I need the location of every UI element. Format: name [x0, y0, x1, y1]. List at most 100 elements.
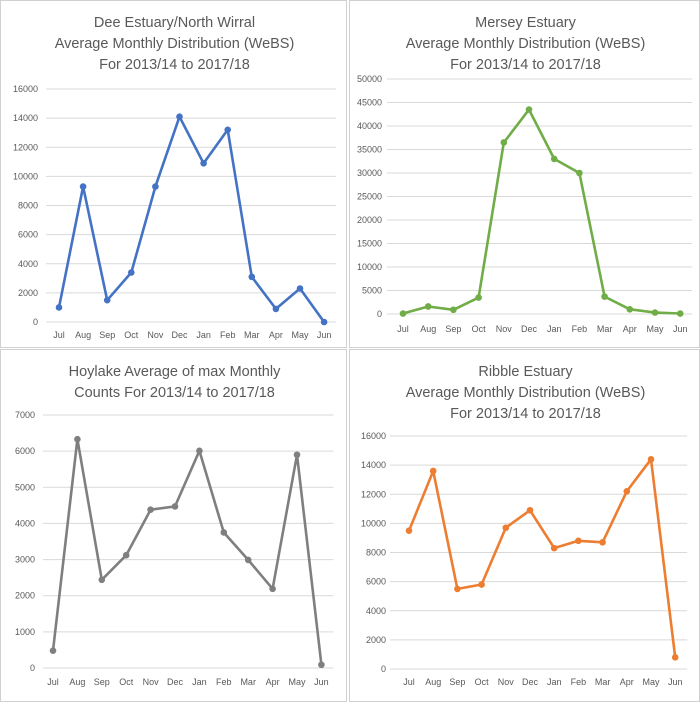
x-tick-label: Aug	[420, 324, 436, 334]
chart-panel-ribble-estuary: Ribble Estuary Average Monthly Distributi…	[349, 349, 700, 702]
x-tick-label: Jan	[192, 677, 207, 687]
data-point	[244, 556, 252, 564]
x-tick-label: Mar	[244, 330, 260, 340]
y-tick-label: 50000	[357, 74, 382, 84]
y-tick-label: 35000	[357, 145, 382, 155]
y-tick-label: 20000	[357, 215, 382, 225]
y-tick-label: 6000	[366, 577, 386, 587]
data-point	[676, 310, 684, 317]
data-point	[122, 551, 130, 559]
x-tick-label: Apr	[269, 330, 283, 340]
y-tick-label: 7000	[15, 410, 35, 420]
x-tick-label: Apr	[623, 324, 637, 334]
x-tick-label: Oct	[119, 677, 134, 687]
data-point	[623, 488, 631, 495]
chart-dee-estuary: Dee Estuary/North Wirral Average Monthly …	[13, 15, 337, 340]
data-point	[502, 524, 510, 532]
chart-title-line: Ribble Estuary	[478, 364, 573, 380]
x-tick-label: Jun	[314, 677, 329, 687]
x-tick-label: May	[642, 677, 660, 687]
data-point	[626, 306, 634, 313]
data-point	[269, 585, 276, 593]
data-point	[424, 303, 432, 310]
y-tick-label: 8000	[366, 548, 386, 558]
data-point	[500, 139, 508, 146]
x-tick-label: Feb	[216, 677, 232, 687]
series-line	[51, 437, 323, 667]
data-point	[74, 435, 81, 443]
series-line	[401, 108, 682, 315]
x-tick-label: Dec	[521, 324, 538, 334]
y-tick-label: 12000	[361, 489, 386, 499]
x-tick-label: Sep	[449, 677, 465, 687]
y-tick-label: 0	[381, 664, 386, 674]
x-tick-label: Apr	[266, 677, 280, 687]
y-tick-label: 1000	[15, 627, 35, 637]
x-tick-label: Nov	[147, 330, 164, 340]
x-tick-label: Dec	[171, 330, 188, 340]
chart-title-line: For 2013/14 to 2017/18	[99, 57, 250, 73]
data-point	[550, 544, 558, 552]
data-point	[224, 126, 231, 134]
y-tick-label: 45000	[357, 98, 382, 108]
data-point	[526, 506, 534, 514]
chart-title-line: Hoylake Average of max Monthly	[69, 364, 281, 380]
data-point	[296, 285, 304, 292]
x-tick-label: Oct	[472, 324, 487, 334]
x-tick-label: Mar	[240, 677, 256, 687]
data-point	[196, 447, 203, 455]
data-point	[450, 306, 457, 314]
x-tick-label: Nov	[143, 677, 160, 687]
chart-title-line: For 2013/14 to 2017/18	[450, 406, 601, 422]
chart-title-line: Mersey Estuary	[475, 15, 576, 31]
x-tick-label: May	[646, 324, 664, 334]
x-tick-label: Oct	[475, 677, 490, 687]
x-tick-label: Nov	[498, 677, 515, 687]
x-tick-label: Sep	[445, 324, 461, 334]
data-point	[152, 183, 159, 190]
y-tick-label: 0	[377, 309, 382, 319]
y-tick-label: 8000	[18, 201, 38, 211]
x-tick-label: Feb	[571, 677, 587, 687]
data-point	[575, 537, 582, 545]
x-tick-label: Jun	[317, 330, 332, 340]
y-tick-label: 2000	[18, 288, 38, 298]
data-point	[601, 293, 608, 300]
data-point	[475, 294, 482, 301]
x-tick-label: Mar	[597, 324, 613, 334]
data-point	[576, 169, 583, 177]
data-point	[320, 318, 328, 326]
chart-panel-dee-estuary: Dee Estuary/North Wirral Average Monthly …	[0, 0, 347, 348]
y-tick-label: 16000	[13, 84, 38, 94]
x-tick-label: Jul	[53, 330, 65, 340]
x-tick-label: Apr	[620, 677, 634, 687]
y-tick-label: 6000	[18, 230, 38, 240]
y-tick-label: 30000	[357, 168, 382, 178]
x-tick-label: Jan	[547, 324, 562, 334]
y-tick-label: 40000	[357, 121, 382, 131]
x-tick-label: May	[288, 677, 306, 687]
data-point	[98, 576, 106, 584]
x-tick-label: Sep	[94, 677, 110, 687]
data-point	[599, 539, 606, 546]
chart-title-line: Average Monthly Distribution (WeBS)	[406, 385, 646, 401]
data-point	[49, 647, 57, 654]
chart-hoylake: Hoylake Average of max Monthly Counts For…	[15, 364, 334, 687]
y-tick-label: 6000	[15, 446, 35, 456]
y-tick-label: 4000	[15, 518, 35, 528]
x-tick-label: Sep	[99, 330, 115, 340]
data-point	[79, 183, 87, 190]
series-line	[57, 115, 326, 324]
y-tick-label: 0	[30, 663, 35, 673]
y-tick-label: 2000	[15, 591, 35, 601]
x-tick-label: Feb	[572, 324, 588, 334]
y-tick-label: 3000	[15, 555, 35, 565]
y-tick-label: 15000	[357, 239, 382, 249]
y-tick-label: 4000	[18, 259, 38, 269]
chart-mersey-estuary: Mersey Estuary Average Monthly Distributi…	[357, 15, 693, 334]
data-point	[55, 304, 63, 311]
y-tick-label: 14000	[361, 460, 386, 470]
chart-panel-hoylake: Hoylake Average of max Monthly Counts For…	[0, 349, 347, 702]
chart-title-line: Average Monthly Distribution (WeBS)	[406, 36, 646, 52]
data-point	[293, 451, 301, 459]
